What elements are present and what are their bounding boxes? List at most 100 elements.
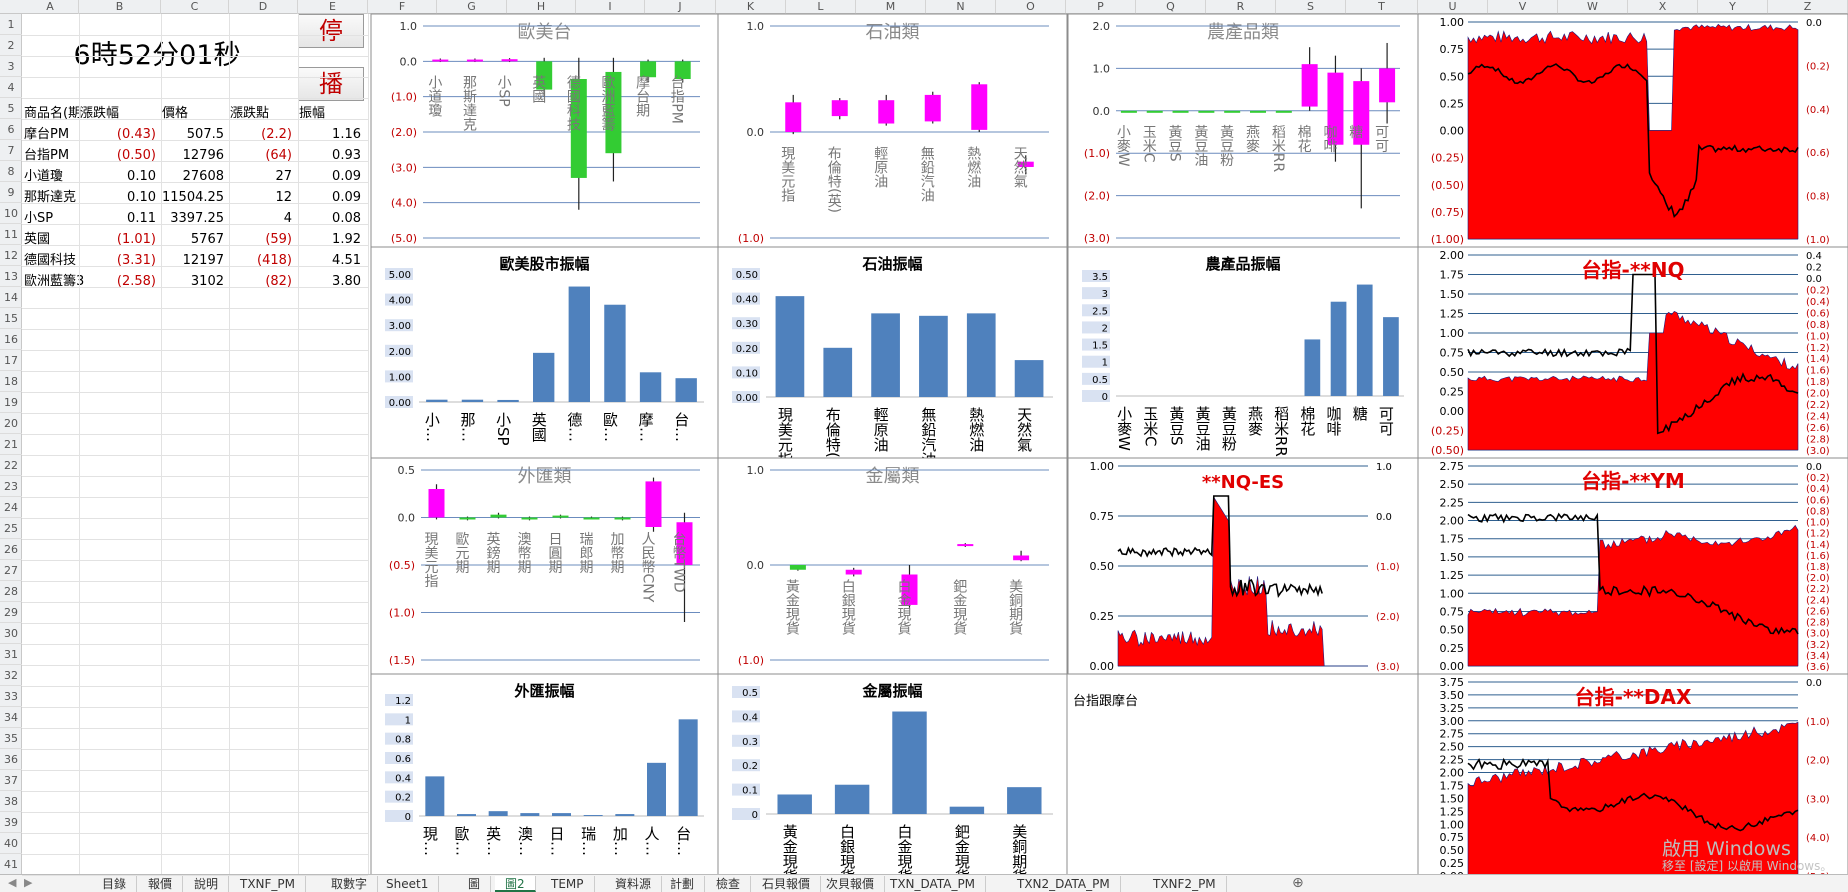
sheet-tab[interactable]: 圖 <box>458 876 492 892</box>
column-header-y[interactable]: Y <box>1698 0 1768 14</box>
column-header-h[interactable]: H <box>507 0 576 14</box>
row-header-29[interactable]: 29 <box>0 602 22 623</box>
table-cell[interactable]: 歐洲藍籌3 <box>24 274 84 289</box>
table-cell[interactable]: 0.08 <box>332 211 361 226</box>
row-header-30[interactable]: 30 <box>0 623 22 644</box>
sheet-tab[interactable]: 目錄 <box>92 876 138 892</box>
row-header-25[interactable]: 25 <box>0 518 22 539</box>
row-header-32[interactable]: 32 <box>0 665 22 686</box>
row-header-12[interactable]: 12 <box>0 245 22 266</box>
table-cell[interactable]: 4.51 <box>332 253 361 268</box>
column-header-c[interactable]: C <box>161 0 229 14</box>
row-header-38[interactable]: 38 <box>0 791 22 812</box>
column-header-e[interactable]: E <box>298 0 368 14</box>
sheet-tab[interactable]: 圖2 <box>495 876 536 892</box>
column-header-u[interactable]: U <box>1418 0 1488 14</box>
table-cell[interactable]: (0.43) <box>116 127 156 142</box>
row-header-31[interactable]: 31 <box>0 644 22 665</box>
table-cell[interactable]: (1.01) <box>116 232 156 247</box>
column-header-g[interactable]: G <box>437 0 507 14</box>
sheet-tab[interactable]: 檢查 <box>706 876 752 892</box>
table-cell[interactable]: 摩台PM <box>24 127 70 142</box>
row-header-7[interactable]: 7 <box>0 140 22 161</box>
tab-scroll-right-icon[interactable]: ▶ <box>24 876 33 889</box>
column-header-p[interactable]: P <box>1066 0 1136 14</box>
table-cell[interactable]: 英國 <box>24 232 51 247</box>
table-cell[interactable]: (0.50) <box>116 148 156 163</box>
column-header-n[interactable]: N <box>926 0 996 14</box>
table-cell[interactable]: 0.93 <box>332 148 361 163</box>
row-header-26[interactable]: 26 <box>0 539 22 560</box>
table-cell[interactable]: 12197 <box>182 253 224 268</box>
table-cell[interactable]: (64) <box>265 148 292 163</box>
column-header-m[interactable]: M <box>856 0 926 14</box>
column-header-a[interactable]: A <box>22 0 79 14</box>
row-header-14[interactable]: 14 <box>0 287 22 308</box>
table-cell[interactable]: (3.31) <box>116 253 156 268</box>
table-cell[interactable]: 3.80 <box>332 274 361 289</box>
table-cell[interactable]: 12 <box>275 190 292 205</box>
table-cell[interactable]: (418) <box>257 253 292 268</box>
table-cell[interactable]: 0.09 <box>332 169 361 184</box>
table-header-cell[interactable]: 商品名(期 <box>24 106 82 121</box>
table-cell[interactable]: 4 <box>283 211 292 226</box>
column-header-s[interactable]: S <box>1276 0 1346 14</box>
row-header-8[interactable]: 8 <box>0 161 22 182</box>
table-cell[interactable]: 台指PM <box>24 148 70 163</box>
row-header-4[interactable]: 4 <box>0 77 22 98</box>
column-header-i[interactable]: I <box>576 0 645 14</box>
table-header-cell[interactable]: 漲跌幅 <box>80 106 120 121</box>
table-cell[interactable]: 11504.25 <box>162 190 224 205</box>
table-cell[interactable]: 3397.25 <box>170 211 224 226</box>
column-header-x[interactable]: X <box>1628 0 1698 14</box>
row-header-24[interactable]: 24 <box>0 497 22 518</box>
column-header-r[interactable]: R <box>1206 0 1276 14</box>
row-header-1[interactable]: 1 <box>0 14 22 35</box>
table-cell[interactable]: 0.11 <box>127 211 156 226</box>
row-header-15[interactable]: 15 <box>0 308 22 329</box>
row-header-35[interactable]: 35 <box>0 728 22 749</box>
column-header-z[interactable]: Z <box>1768 0 1848 14</box>
table-cell[interactable]: 1.92 <box>332 232 361 247</box>
table-cell[interactable]: 507.5 <box>186 127 224 142</box>
tab-scroll-left-icon[interactable]: ◀ <box>8 876 17 889</box>
table-cell[interactable]: 德國科技 <box>24 253 77 268</box>
table-header-cell[interactable]: 價格 <box>162 106 189 121</box>
row-header-27[interactable]: 27 <box>0 560 22 581</box>
row-header-22[interactable]: 22 <box>0 455 22 476</box>
column-header-v[interactable]: V <box>1488 0 1558 14</box>
row-header-9[interactable]: 9 <box>0 182 22 203</box>
row-header-23[interactable]: 23 <box>0 476 22 497</box>
add-sheet-icon[interactable]: ⊕ <box>1292 875 1304 891</box>
row-header-13[interactable]: 13 <box>0 266 22 287</box>
row-header-21[interactable]: 21 <box>0 434 22 455</box>
row-header-36[interactable]: 36 <box>0 749 22 770</box>
column-header-q[interactable]: Q <box>1136 0 1206 14</box>
table-cell[interactable]: 那斯達克 <box>24 190 77 205</box>
column-header-f[interactable]: F <box>368 0 437 14</box>
sheet-tab[interactable]: 次貝報價 <box>816 876 886 892</box>
table-header-cell[interactable]: 漲跌點 <box>230 106 270 121</box>
table-cell[interactable]: 0.10 <box>127 190 156 205</box>
play-button[interactable]: 播 <box>298 67 364 101</box>
sheet-tab[interactable]: TXNF_PM <box>230 876 307 892</box>
sheet-tab[interactable]: 取數字 <box>321 876 379 892</box>
row-header-28[interactable]: 28 <box>0 581 22 602</box>
table-cell[interactable]: (2.2) <box>261 127 292 142</box>
row-header-40[interactable]: 40 <box>0 833 22 854</box>
sheet-tab[interactable]: 計劃 <box>660 876 706 892</box>
row-header-6[interactable]: 6 <box>0 119 22 140</box>
column-header-k[interactable]: K <box>716 0 786 14</box>
row-header-20[interactable]: 20 <box>0 413 22 434</box>
sheet-tab[interactable]: 石貝報價 <box>752 876 822 892</box>
row-header-10[interactable]: 10 <box>0 203 22 224</box>
sheet-tab[interactable]: TXNF2_PM <box>1143 876 1227 892</box>
row-header-2[interactable]: 2 <box>0 35 22 56</box>
row-header-19[interactable]: 19 <box>0 392 22 413</box>
table-cell[interactable]: 27608 <box>182 169 224 184</box>
column-header-l[interactable]: L <box>786 0 856 14</box>
row-header-33[interactable]: 33 <box>0 686 22 707</box>
sheet-tab[interactable]: 資料源 <box>605 876 663 892</box>
column-header-b[interactable]: B <box>79 0 161 14</box>
row-header-39[interactable]: 39 <box>0 812 22 833</box>
